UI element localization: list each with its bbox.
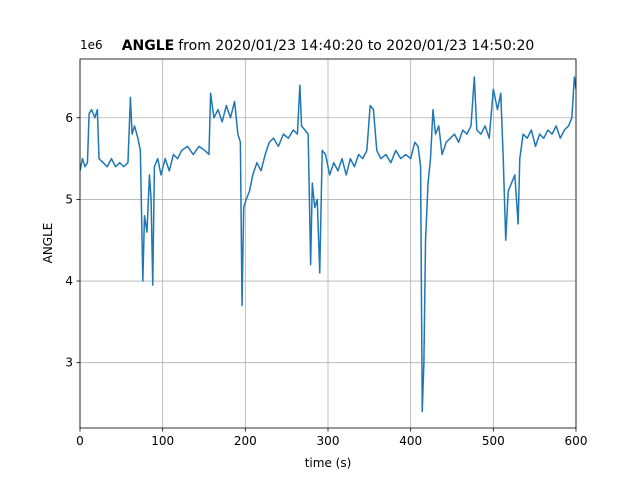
y-tick-label: 3 (65, 356, 73, 370)
x-tick-label: 300 (317, 434, 340, 448)
y-tick-label: 6 (65, 111, 73, 125)
x-axis-label: time (s) (305, 456, 352, 470)
y-axis-label: ANGLE (41, 223, 55, 264)
title-bold: ANGLE (122, 38, 175, 54)
y-tick-label: 5 (65, 192, 73, 206)
y-offset-label: 1e6 (80, 38, 103, 52)
x-tick-label: 400 (399, 434, 422, 448)
title-rest: from 2020/01/23 14:40:20 to 2020/01/23 1… (178, 38, 534, 54)
x-tick-label: 200 (234, 434, 257, 448)
data-line (80, 76, 576, 413)
y-tick-label: 4 (65, 274, 73, 288)
x-tick-label: 0 (76, 434, 84, 448)
x-tick-label: 600 (565, 434, 588, 448)
x-tick-label: 500 (482, 434, 505, 448)
x-tick-label: 100 (151, 434, 174, 448)
chart-title: ANGLE from 2020/01/23 14:40:20 to 2020/01… (122, 38, 535, 54)
plot-frame (79, 58, 577, 429)
